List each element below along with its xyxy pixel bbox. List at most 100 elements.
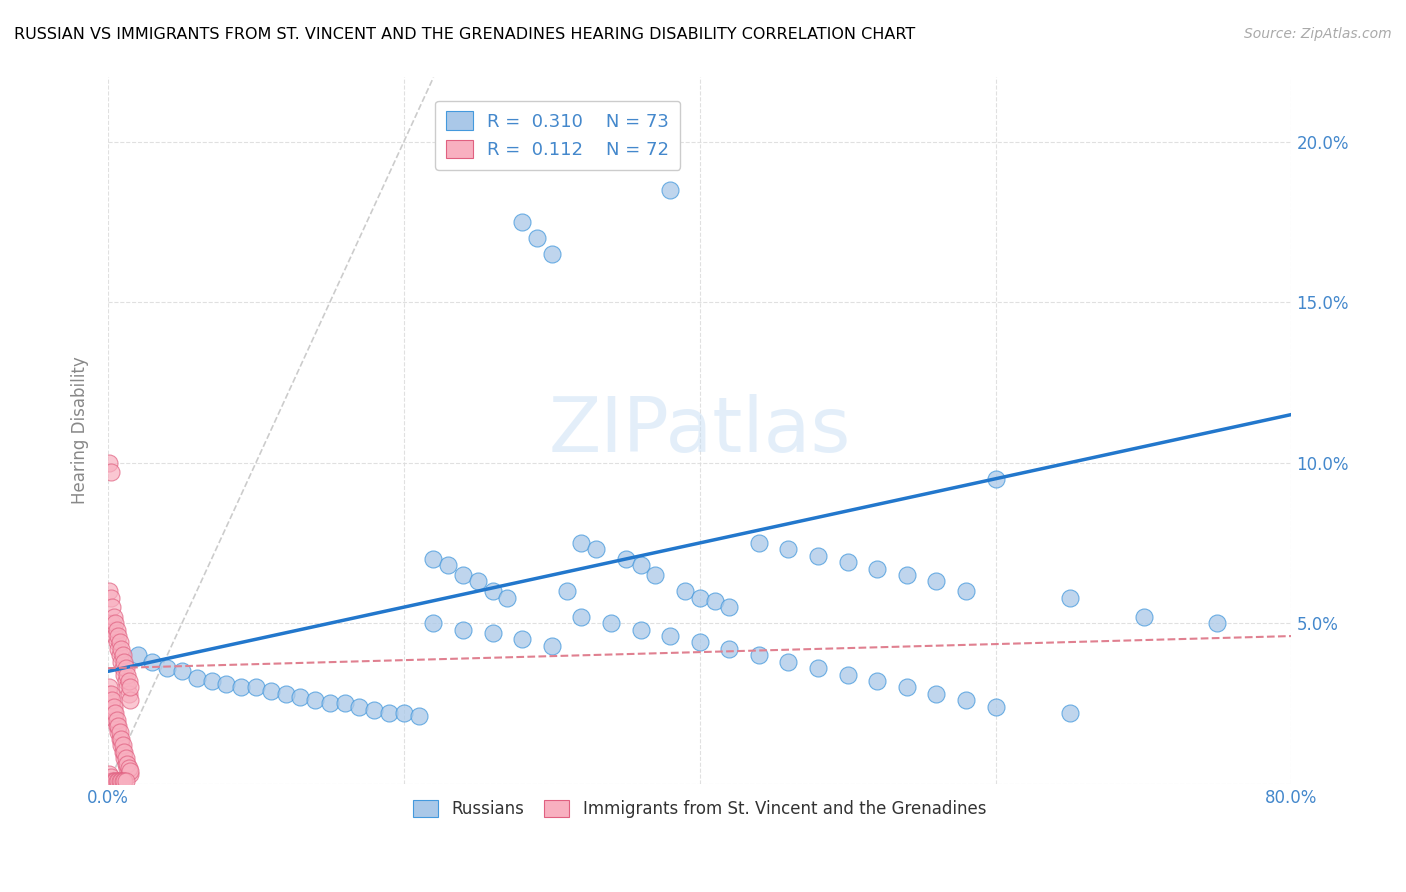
Point [108, 635, 131, 649]
Point [837, 555, 859, 569]
Point [866, 561, 889, 575]
Point [108, 773, 131, 788]
Point [319, 697, 342, 711]
Point [103, 706, 125, 720]
Point [304, 693, 326, 707]
Point [101, 600, 124, 615]
Point [245, 681, 267, 695]
Point [105, 719, 128, 733]
Point [101, 699, 124, 714]
Point [569, 609, 592, 624]
Point [101, 773, 124, 788]
Point [107, 629, 129, 643]
Point [510, 215, 533, 229]
Point [408, 709, 430, 723]
Point [1059, 706, 1081, 720]
Point [955, 584, 977, 599]
Point [955, 693, 977, 707]
Point [103, 699, 125, 714]
Point [98, 687, 121, 701]
Point [110, 738, 132, 752]
Point [118, 687, 141, 701]
Point [718, 600, 741, 615]
Point [748, 536, 770, 550]
Point [837, 667, 859, 681]
Point [105, 623, 128, 637]
Point [467, 574, 489, 589]
Point [481, 625, 503, 640]
Point [333, 697, 356, 711]
Point [100, 466, 122, 480]
Point [111, 738, 134, 752]
Point [98, 584, 121, 599]
Point [984, 699, 1007, 714]
Point [98, 456, 121, 470]
Point [141, 655, 163, 669]
Point [290, 690, 312, 704]
Point [111, 661, 134, 675]
Point [104, 706, 127, 720]
Point [673, 584, 696, 599]
Point [127, 648, 149, 663]
Point [630, 558, 652, 573]
Point [98, 681, 121, 695]
Point [105, 713, 128, 727]
Point [103, 609, 125, 624]
Point [925, 687, 948, 701]
Point [703, 593, 725, 607]
Point [107, 725, 129, 739]
Point [120, 681, 142, 695]
Point [659, 183, 682, 197]
Legend: Russians, Immigrants from St. Vincent and the Grenadines: Russians, Immigrants from St. Vincent an… [406, 793, 993, 825]
Point [260, 683, 283, 698]
Text: Source: ZipAtlas.com: Source: ZipAtlas.com [1244, 27, 1392, 41]
Point [104, 629, 127, 643]
Point [689, 635, 711, 649]
Point [118, 764, 141, 778]
Point [644, 568, 666, 582]
Point [630, 623, 652, 637]
Point [451, 568, 474, 582]
Point [111, 745, 134, 759]
Point [186, 671, 208, 685]
Point [378, 706, 401, 720]
Point [363, 703, 385, 717]
Point [274, 687, 297, 701]
Point [118, 761, 141, 775]
Point [540, 247, 562, 261]
Point [105, 773, 128, 788]
Point [569, 536, 592, 550]
Point [107, 719, 129, 733]
Point [748, 648, 770, 663]
Point [107, 641, 129, 656]
Point [896, 568, 918, 582]
Point [115, 667, 138, 681]
Point [1132, 609, 1154, 624]
Point [100, 770, 122, 784]
Point [111, 773, 134, 788]
Point [110, 655, 132, 669]
Point [112, 655, 135, 669]
Point [105, 635, 128, 649]
Point [112, 751, 135, 765]
Point [103, 773, 125, 788]
Text: RUSSIAN VS IMMIGRANTS FROM ST. VINCENT AND THE GRENADINES HEARING DISABILITY COR: RUSSIAN VS IMMIGRANTS FROM ST. VINCENT A… [14, 27, 915, 42]
Point [540, 639, 562, 653]
Point [110, 773, 132, 788]
Point [104, 773, 127, 788]
Point [481, 584, 503, 599]
Point [100, 693, 122, 707]
Point [156, 661, 179, 675]
Point [437, 558, 460, 573]
Point [896, 681, 918, 695]
Point [98, 767, 121, 781]
Point [120, 764, 142, 778]
Point [496, 591, 519, 605]
Point [108, 725, 131, 739]
Point [101, 616, 124, 631]
Point [112, 773, 135, 788]
Point [112, 667, 135, 681]
Point [112, 745, 135, 759]
Point [118, 673, 141, 688]
Point [526, 231, 548, 245]
